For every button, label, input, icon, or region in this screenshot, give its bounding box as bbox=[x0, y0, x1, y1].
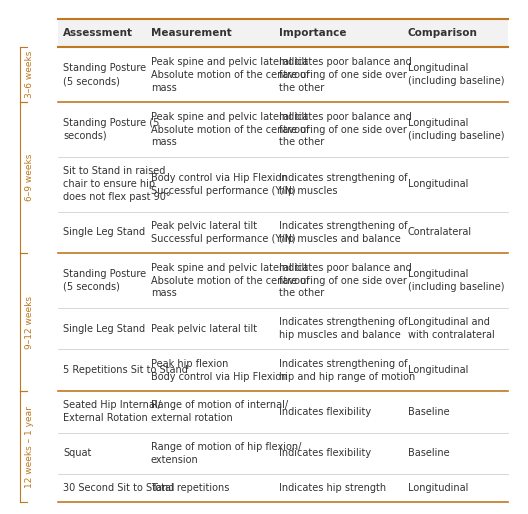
Bar bbox=[58, 433, 508, 474]
Text: Single Leg Stand: Single Leg Stand bbox=[63, 227, 145, 237]
Text: Indicates strengthening of
hip muscles: Indicates strengthening of hip muscles bbox=[279, 173, 408, 196]
Text: Range of motion of hip flexion/
extension: Range of motion of hip flexion/ extensio… bbox=[150, 442, 301, 465]
Text: Total repetitions: Total repetitions bbox=[150, 483, 229, 493]
Text: Contralateral: Contralateral bbox=[408, 227, 472, 237]
Text: Assessment: Assessment bbox=[63, 28, 133, 39]
Text: Squat: Squat bbox=[63, 448, 91, 458]
Text: Standing Posture
(5 seconds): Standing Posture (5 seconds) bbox=[63, 63, 146, 86]
Text: Baseline: Baseline bbox=[408, 448, 449, 458]
Text: Indicates hip strength: Indicates hip strength bbox=[279, 483, 386, 493]
Text: Indicates strengthening of
hip and hip range of motion: Indicates strengthening of hip and hip r… bbox=[279, 359, 416, 381]
Text: Seated Hip Internal/
External Rotation: Seated Hip Internal/ External Rotation bbox=[63, 400, 161, 423]
Text: Standing Posture
(5 seconds): Standing Posture (5 seconds) bbox=[63, 269, 146, 292]
Text: Standing Posture (5
seconds): Standing Posture (5 seconds) bbox=[63, 118, 159, 141]
Text: Range of motion of internal/
external rotation: Range of motion of internal/ external ro… bbox=[150, 400, 288, 423]
Text: Sit to Stand in raised
chair to ensure hip
does not flex past 90°: Sit to Stand in raised chair to ensure h… bbox=[63, 167, 171, 202]
Text: Longitudinal: Longitudinal bbox=[408, 365, 468, 375]
Text: Comparison: Comparison bbox=[408, 28, 478, 39]
Text: Peak spine and pelvic lateral tilt
Absolute motion of the centre of
mass: Peak spine and pelvic lateral tilt Absol… bbox=[150, 57, 309, 93]
Text: Peak pelvic lateral tilt: Peak pelvic lateral tilt bbox=[150, 324, 257, 334]
Text: Indicates flexibility: Indicates flexibility bbox=[279, 448, 371, 458]
Text: 30 Second Sit to Stand: 30 Second Sit to Stand bbox=[63, 483, 175, 493]
Text: Indicates strengthening of
hip muscles and balance: Indicates strengthening of hip muscles a… bbox=[279, 317, 408, 340]
Text: Peak hip flexion
Body control via Hip Flexion: Peak hip flexion Body control via Hip Fl… bbox=[150, 359, 287, 381]
Text: Longitudinal
(including baseline): Longitudinal (including baseline) bbox=[408, 63, 504, 86]
Text: 6–9 weeks: 6–9 weeks bbox=[25, 154, 34, 201]
Bar bbox=[58, 474, 508, 502]
Bar bbox=[58, 212, 508, 253]
Text: Importance: Importance bbox=[279, 28, 347, 39]
Text: 12 weeks – 1 year: 12 weeks – 1 year bbox=[25, 406, 34, 488]
Text: Indicates flexibility: Indicates flexibility bbox=[279, 407, 371, 417]
Text: Indicates strengthening of
hip muscles and balance: Indicates strengthening of hip muscles a… bbox=[279, 221, 408, 244]
Text: Longitudinal
(including baseline): Longitudinal (including baseline) bbox=[408, 118, 504, 141]
Bar bbox=[58, 391, 508, 433]
Text: Peak spine and pelvic lateral tilt
Absolute motion of the centre of
mass: Peak spine and pelvic lateral tilt Absol… bbox=[150, 263, 309, 298]
Bar bbox=[58, 308, 508, 350]
Bar bbox=[58, 102, 508, 157]
Text: Longitudinal: Longitudinal bbox=[408, 483, 468, 493]
Bar bbox=[58, 47, 508, 102]
Text: Measurement: Measurement bbox=[150, 28, 231, 39]
Text: Body control via Hip Flexion
Successful performance (Y/N): Body control via Hip Flexion Successful … bbox=[150, 173, 295, 196]
Bar bbox=[58, 253, 508, 308]
Text: Peak pelvic lateral tilt
Successful performance (Y/N): Peak pelvic lateral tilt Successful perf… bbox=[150, 221, 295, 244]
Text: Single Leg Stand: Single Leg Stand bbox=[63, 324, 145, 334]
Text: Longitudinal
(including baseline): Longitudinal (including baseline) bbox=[408, 269, 504, 292]
Bar bbox=[58, 20, 508, 47]
Text: Indicates poor balance and
favouring of one side over
the other: Indicates poor balance and favouring of … bbox=[279, 112, 412, 148]
Text: 3–6 weeks: 3–6 weeks bbox=[25, 51, 34, 99]
Text: Longitudinal: Longitudinal bbox=[408, 179, 468, 189]
Text: 9–12 weeks: 9–12 weeks bbox=[25, 296, 34, 348]
Bar bbox=[58, 157, 508, 212]
Text: Longitudinal and
with contralateral: Longitudinal and with contralateral bbox=[408, 317, 495, 340]
Text: Indicates poor balance and
favouring of one side over
the other: Indicates poor balance and favouring of … bbox=[279, 263, 412, 298]
Text: 5 Repetitions Sit to Stand: 5 Repetitions Sit to Stand bbox=[63, 365, 188, 375]
Text: Peak spine and pelvic lateral tilt
Absolute motion of the centre of
mass: Peak spine and pelvic lateral tilt Absol… bbox=[150, 112, 309, 148]
Text: Indicates poor balance and
favouring of one side over
the other: Indicates poor balance and favouring of … bbox=[279, 57, 412, 93]
Text: Baseline: Baseline bbox=[408, 407, 449, 417]
Bar bbox=[58, 350, 508, 391]
